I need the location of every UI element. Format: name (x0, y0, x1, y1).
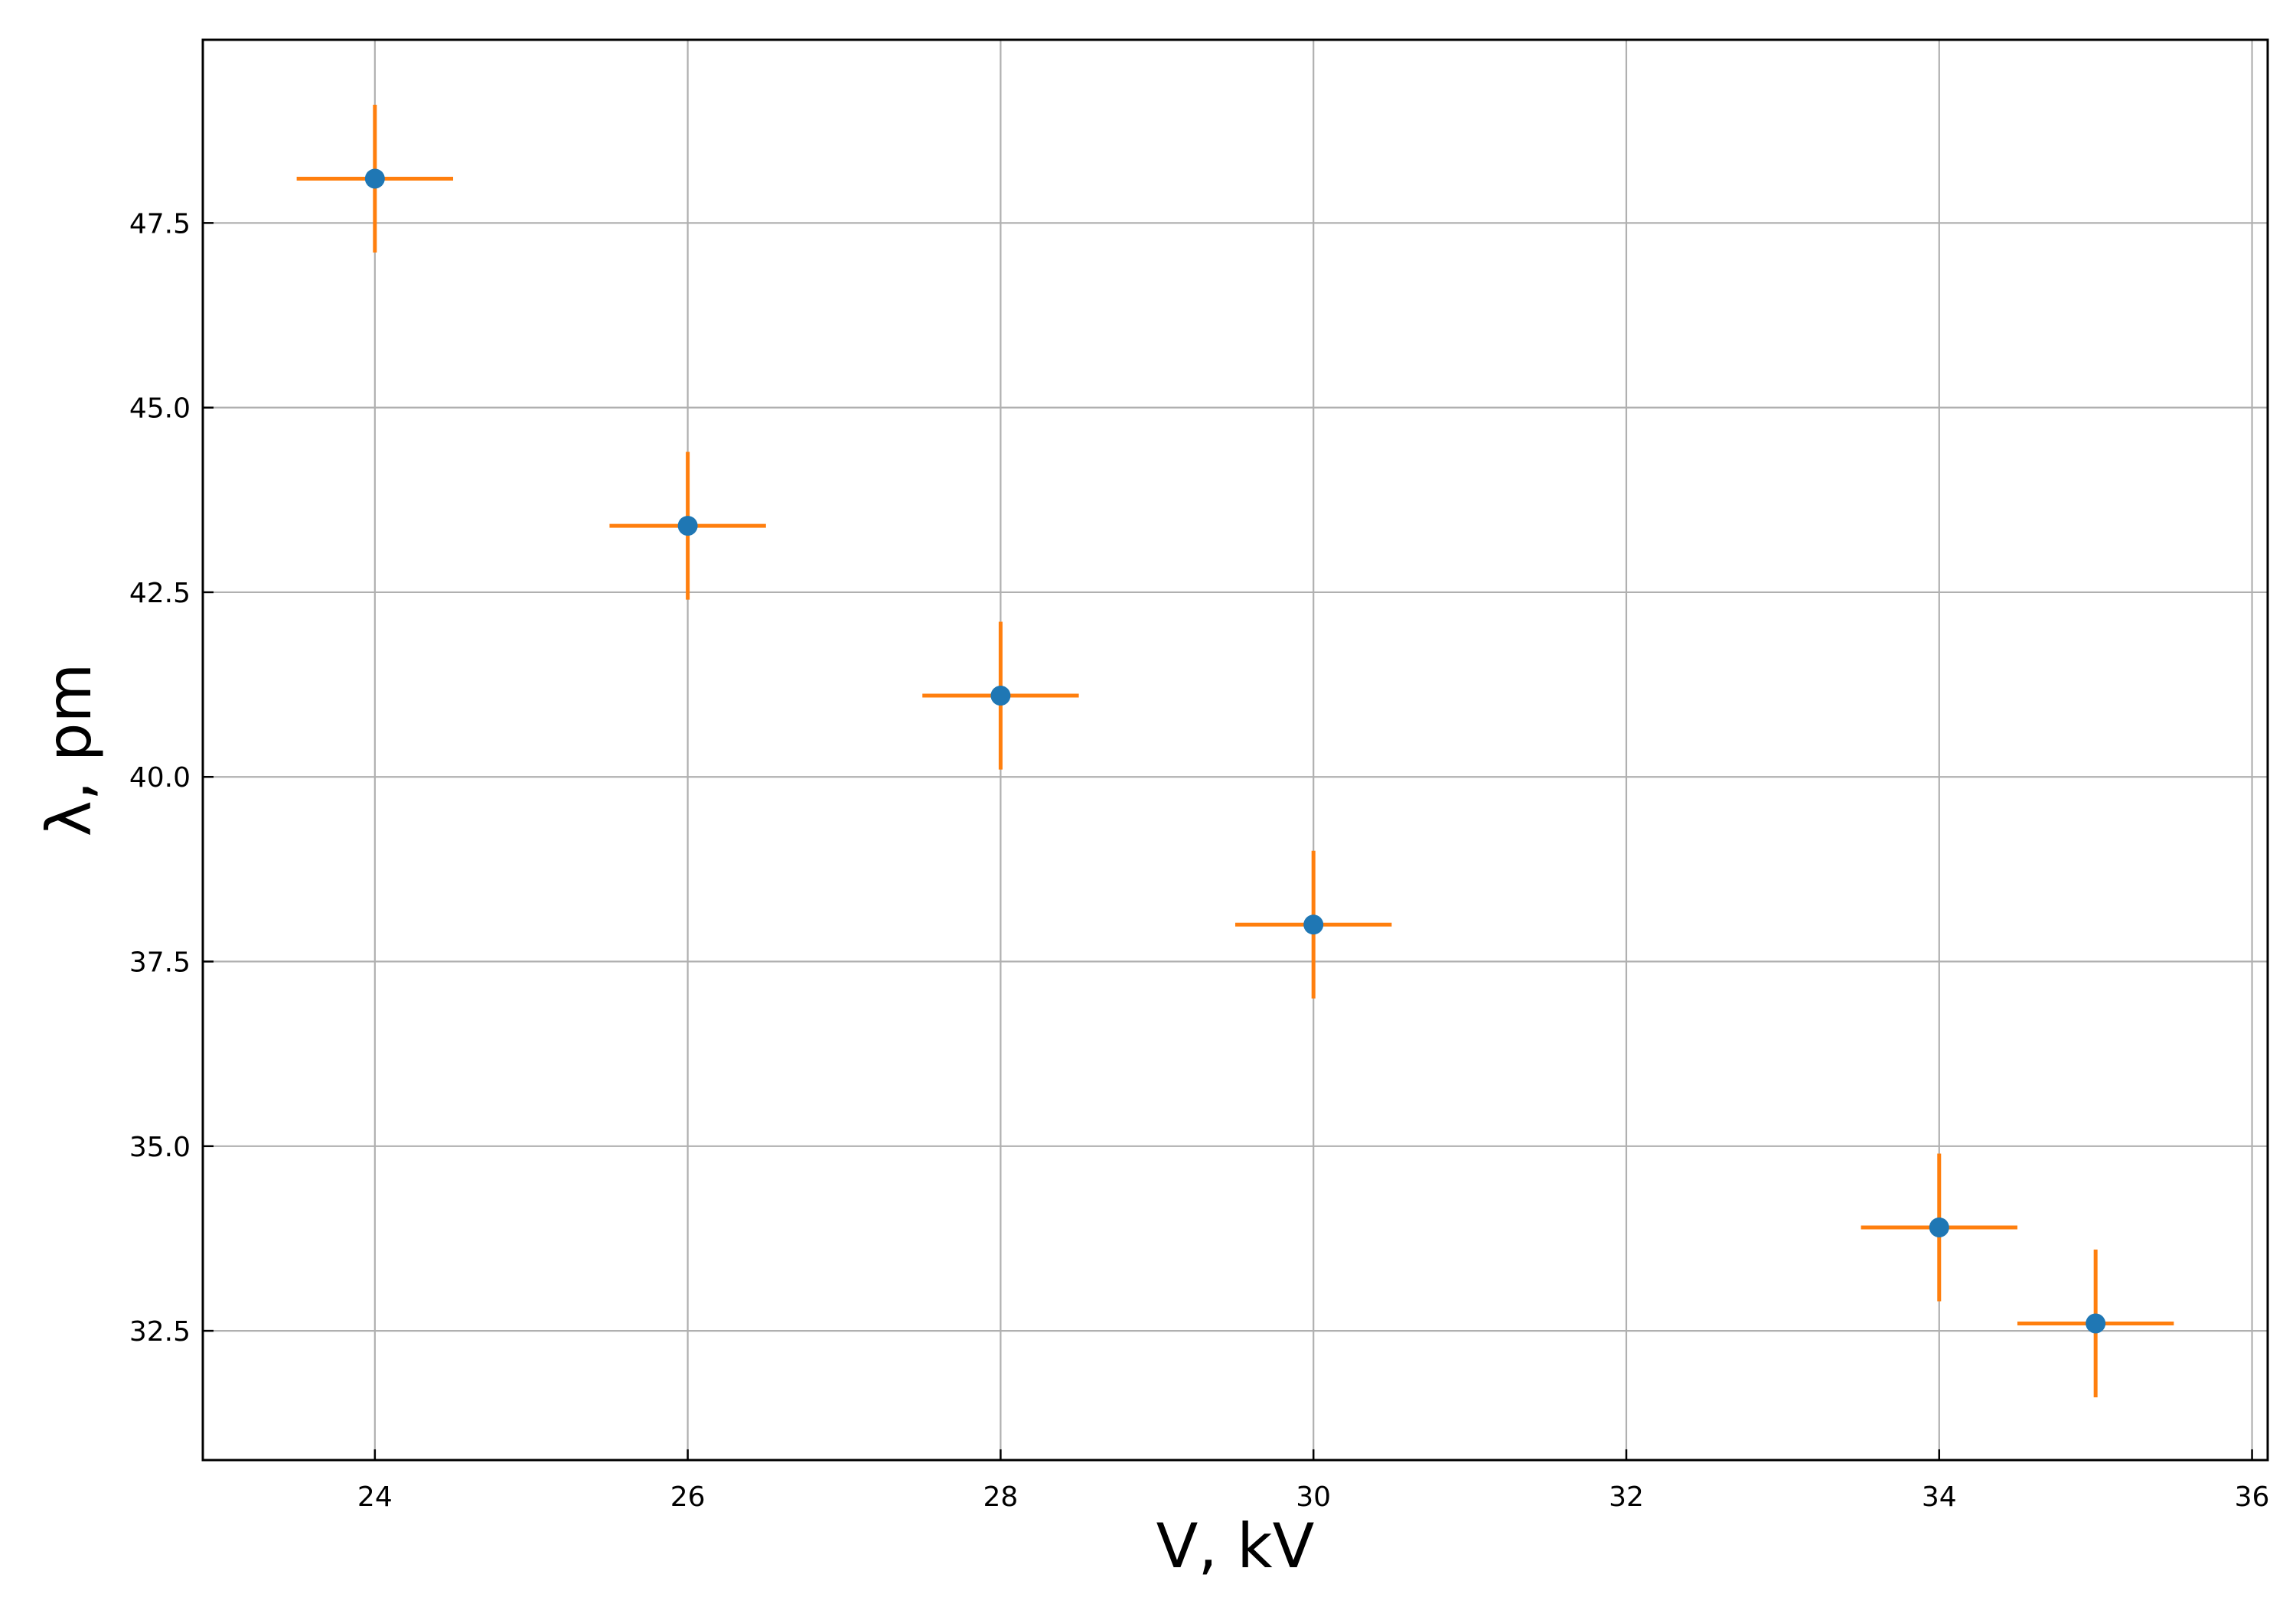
data-point (990, 686, 1011, 706)
y-tick-label: 35.0 (129, 1132, 191, 1163)
data-point (677, 516, 698, 536)
x-tick-label: 24 (357, 1482, 393, 1513)
data-point (2086, 1313, 2106, 1334)
y-tick-label: 40.0 (129, 762, 191, 794)
data-point (364, 168, 385, 189)
grid (203, 40, 2268, 1460)
x-tick-label: 36 (2235, 1482, 2270, 1513)
plot-frame (201, 38, 2269, 1462)
x-axis-title: V, kV (1156, 1511, 1315, 1582)
x-tick-label: 26 (670, 1482, 706, 1513)
y-tick-label: 42.5 (129, 578, 191, 609)
x-tick-label: 28 (983, 1482, 1019, 1513)
y-tick-label: 32.5 (129, 1316, 191, 1348)
x-tick-label: 30 (1296, 1482, 1331, 1513)
y-tick-label: 45.0 (129, 393, 191, 425)
plot-background (203, 40, 2268, 1460)
ticks (203, 222, 2253, 1460)
data-points (364, 168, 2106, 1334)
x-tick-label: 34 (1922, 1482, 1957, 1513)
tick-labels: 24 26 28 30 32 34 36 32.5 35.0 37.5 40.0 42.5 45.0 47… (129, 208, 2270, 1513)
data-point (1929, 1217, 1949, 1237)
y-tick-label: 37.5 (129, 947, 191, 979)
data-point (1303, 914, 1324, 935)
x-tick-label: 32 (1609, 1482, 1644, 1513)
y-axis-title: λ, pm (34, 663, 105, 837)
y-tick-label: 47.5 (129, 208, 191, 240)
